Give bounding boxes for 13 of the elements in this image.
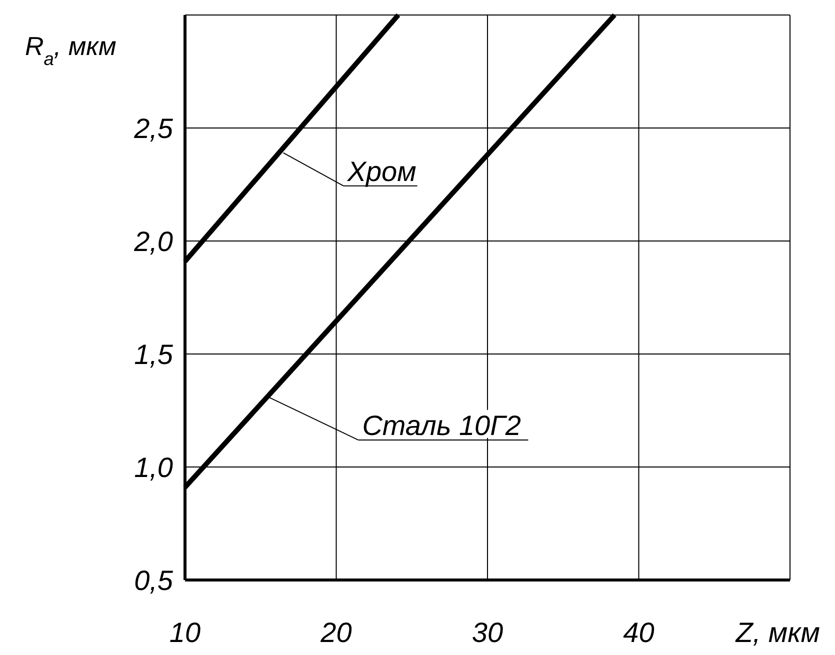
- x-axis-title: Z, мкм: [734, 617, 820, 648]
- y-tick-label: 0,5: [134, 565, 174, 596]
- annotation: Сталь 10Г2: [362, 410, 522, 441]
- x-tick-label: 10: [169, 617, 201, 648]
- x-tick-label: 20: [320, 617, 352, 648]
- x-tick-label: 40: [623, 617, 655, 648]
- y-axis-title: R$_{a}$, мкм: [25, 31, 116, 69]
- annotation: Хром: [346, 156, 416, 187]
- y-tick-label: 2,5: [133, 113, 174, 144]
- y-tick-label: 1,0: [134, 452, 174, 483]
- x-tick-label: 30: [472, 617, 504, 648]
- y-tick-label: 2,0: [133, 226, 174, 257]
- y-tick-label: 1,5: [134, 339, 174, 370]
